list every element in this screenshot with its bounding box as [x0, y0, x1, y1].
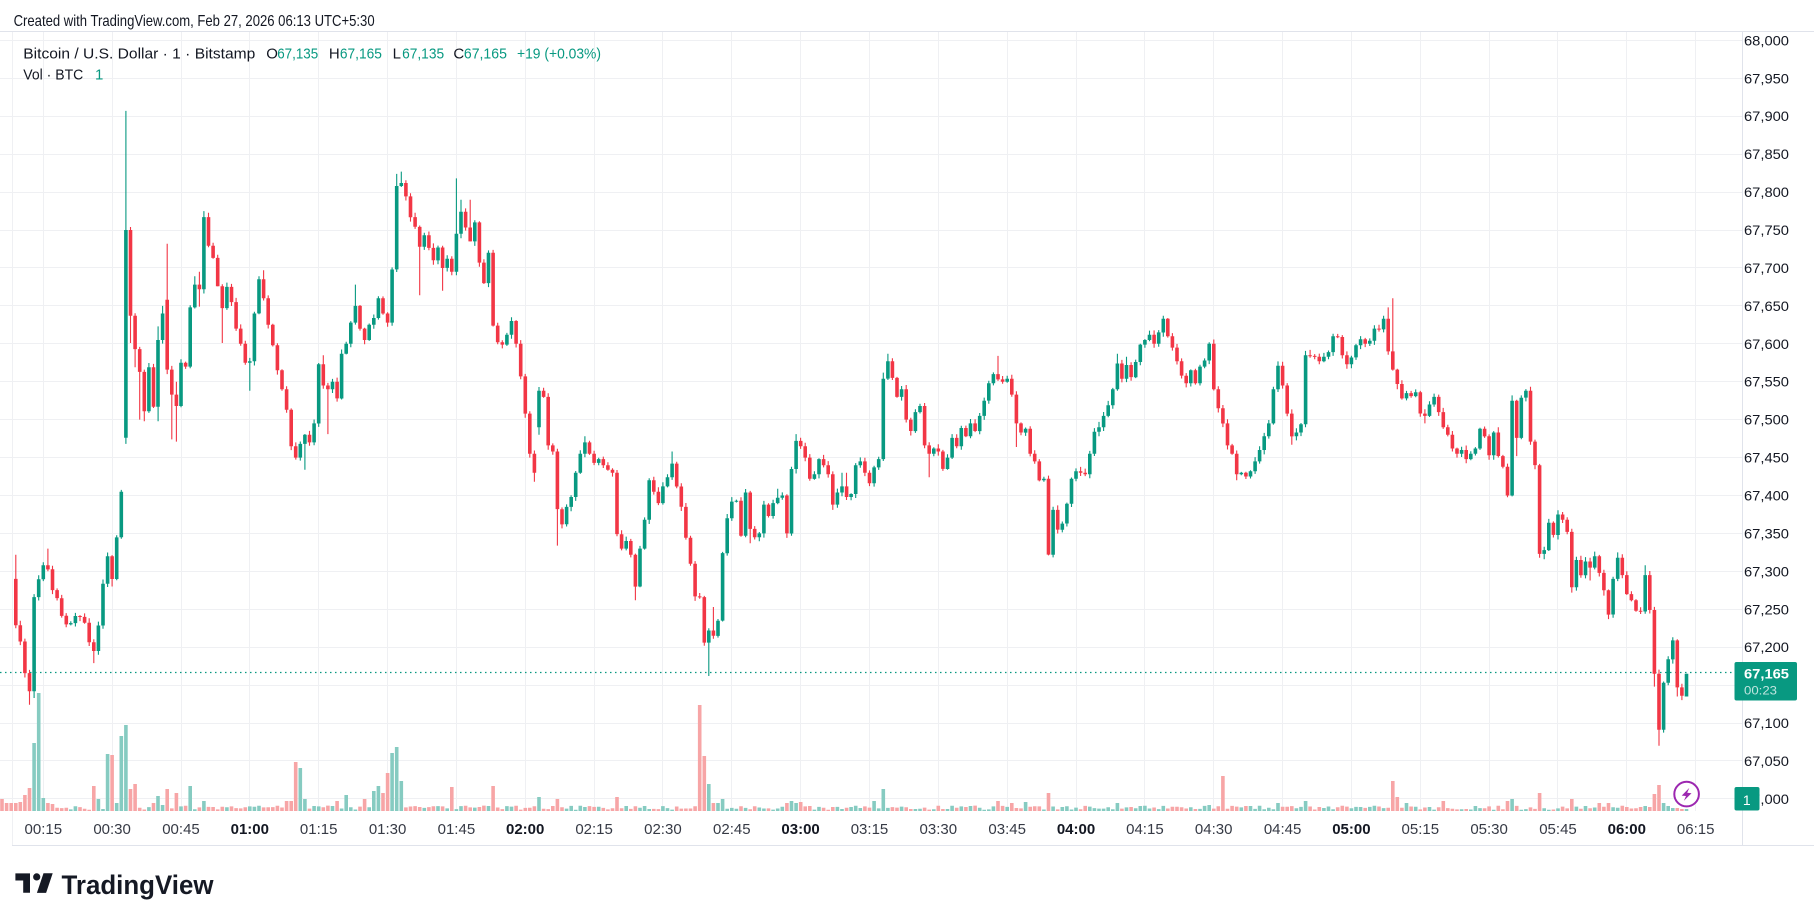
svg-text:04:45: 04:45 [1264, 821, 1302, 838]
svg-text:02:00: 02:00 [506, 821, 544, 838]
svg-text:67,850: 67,850 [1744, 146, 1789, 162]
svg-text:03:00: 03:00 [781, 821, 819, 838]
svg-text:05:30: 05:30 [1470, 821, 1508, 838]
svg-text:Created with TradingView.com,: Created with TradingView.com, Feb 27, 20… [14, 13, 375, 30]
svg-text:+19 (+0.03%): +19 (+0.03%) [517, 46, 601, 63]
svg-text:67,135: 67,135 [277, 46, 318, 63]
svg-text:67,135: 67,135 [402, 46, 444, 63]
svg-text:03:15: 03:15 [851, 821, 889, 838]
svg-text:67,750: 67,750 [1744, 222, 1789, 238]
svg-text:67,050: 67,050 [1744, 753, 1789, 769]
svg-text:06:15: 06:15 [1677, 821, 1715, 838]
svg-text:04:30: 04:30 [1195, 821, 1233, 838]
svg-text:67,950: 67,950 [1744, 70, 1789, 86]
svg-text:67,300: 67,300 [1744, 563, 1789, 579]
svg-text:67,450: 67,450 [1744, 450, 1789, 466]
svg-text:1: 1 [95, 67, 103, 84]
svg-text:00:45: 00:45 [162, 821, 200, 838]
svg-text:02:45: 02:45 [713, 821, 751, 838]
svg-text:00:30: 00:30 [93, 821, 131, 838]
svg-text:67,900: 67,900 [1744, 108, 1789, 124]
svg-text:L: L [393, 46, 401, 63]
svg-text:67,550: 67,550 [1744, 374, 1789, 390]
svg-text:Vol · BTC: Vol · BTC [23, 67, 83, 84]
svg-text:H: H [329, 46, 340, 63]
svg-text:67,165: 67,165 [340, 46, 382, 63]
svg-text:67,650: 67,650 [1744, 298, 1789, 314]
svg-text:05:45: 05:45 [1539, 821, 1577, 838]
svg-text:03:45: 03:45 [988, 821, 1026, 838]
svg-text:04:00: 04:00 [1057, 821, 1095, 838]
svg-text:67,165: 67,165 [464, 46, 507, 63]
svg-text:67,500: 67,500 [1744, 412, 1789, 428]
svg-text:Bitcoin / U.S. Dollar · 1 · Bi: Bitcoin / U.S. Dollar · 1 · Bitstamp [23, 46, 255, 63]
svg-text:04:15: 04:15 [1126, 821, 1164, 838]
svg-text:67,200: 67,200 [1744, 639, 1789, 655]
svg-text:00:23: 00:23 [1744, 684, 1777, 698]
svg-text:02:30: 02:30 [644, 821, 682, 838]
svg-text:01:00: 01:00 [231, 821, 269, 838]
svg-text:TradingView: TradingView [62, 870, 215, 900]
svg-text:06:00: 06:00 [1608, 821, 1646, 838]
svg-text:67,600: 67,600 [1744, 336, 1789, 352]
svg-text:01:45: 01:45 [438, 821, 476, 838]
svg-text:67,350: 67,350 [1744, 525, 1789, 541]
svg-text:67,400: 67,400 [1744, 488, 1789, 504]
svg-text:03:30: 03:30 [920, 821, 958, 838]
svg-text:05:15: 05:15 [1402, 821, 1440, 838]
svg-text:67,165: 67,165 [1744, 666, 1789, 682]
svg-text:01:15: 01:15 [300, 821, 338, 838]
svg-text:C: C [453, 46, 464, 63]
svg-text:67,800: 67,800 [1744, 184, 1789, 200]
svg-text:67,100: 67,100 [1744, 715, 1789, 731]
svg-text:68,000: 68,000 [1744, 32, 1789, 48]
svg-text:1: 1 [1743, 792, 1751, 808]
svg-text:67,250: 67,250 [1744, 601, 1789, 617]
svg-text:O: O [266, 46, 278, 63]
svg-text:01:30: 01:30 [369, 821, 407, 838]
svg-text:05:00: 05:00 [1332, 821, 1370, 838]
svg-text:67,700: 67,700 [1744, 260, 1789, 276]
svg-text:02:15: 02:15 [575, 821, 613, 838]
svg-text:00:15: 00:15 [25, 821, 63, 838]
